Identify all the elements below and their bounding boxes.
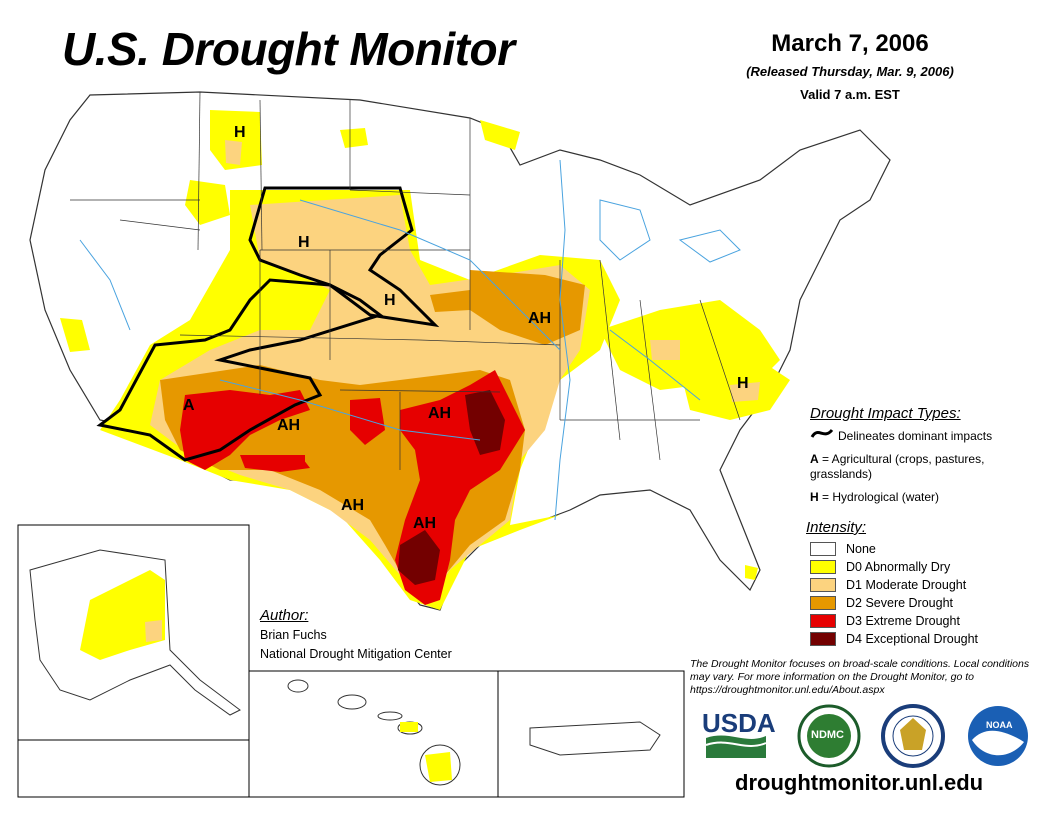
author-title: Author: (260, 607, 309, 624)
label-h-nebraska: H (384, 292, 396, 309)
d0-idaho (185, 180, 230, 225)
ndmc-logo-text: NDMC (811, 729, 844, 741)
d2-ne (430, 290, 470, 312)
d1-ohio (650, 340, 680, 360)
intensity-label: D3 Extreme Drought (846, 614, 960, 628)
label-h-montana: H (234, 124, 246, 141)
intensity-swatch (810, 542, 836, 556)
intensity-label: D1 Moderate Drought (846, 578, 967, 592)
noaa-logo-text: NOAA (986, 720, 1013, 730)
usda-logo-text: USDA (702, 708, 776, 738)
puertorico-shape (529, 721, 661, 756)
intensity-label: None (846, 542, 876, 556)
impact-line-south (96, 278, 384, 462)
d1-carolina (730, 382, 760, 402)
intensity-row: D0 Abnormally Dry (810, 560, 950, 574)
impact-types-title: Drought Impact Types: (810, 405, 961, 422)
intensity-swatch (810, 578, 836, 592)
alaska-inset (17, 524, 250, 798)
impact-line-desc: Delineates dominant impacts (838, 429, 993, 443)
label-h-wyoming: H (298, 234, 310, 251)
hawaii-d0 (425, 752, 452, 782)
label-ah-oklahoma: AH (428, 405, 452, 422)
page-title: U.S. Drought Monitor (62, 23, 515, 75)
intensity-row: D2 Severe Drought (810, 596, 953, 610)
intensity-swatch (810, 560, 836, 574)
impact-h-desc: H = Hydrological (water) (810, 490, 939, 504)
intensity-label: D4 Exceptional Drought (846, 632, 979, 646)
intensity-swatch (810, 614, 836, 628)
impact-h-key: H (810, 490, 819, 504)
label-ah-westtexas: AH (341, 497, 365, 514)
alaska-d0 (80, 570, 165, 660)
impact-a-text: = Agricultural (crops, pastures, grassla… (810, 452, 985, 481)
d3-southwest (180, 390, 310, 470)
alaska-d1 (145, 620, 162, 642)
d1-montana (225, 140, 242, 165)
intensity-swatch (810, 632, 836, 646)
label-ah-southtexas: AH (413, 515, 437, 532)
d0-fl (745, 565, 758, 580)
intensity-label: D2 Severe Drought (846, 596, 954, 610)
author-org: National Drought Mitigation Center (260, 647, 452, 661)
impact-h-text: = Hydrological (water) (818, 490, 940, 504)
intensity-row: D4 Exceptional Drought (810, 632, 978, 646)
rivers (79, 159, 701, 521)
label-h-carolina: H (737, 375, 749, 392)
label-ah-newmexico: AH (277, 417, 301, 434)
d3-sw-strip (290, 455, 305, 468)
intensity-row: D3 Extreme Drought (810, 614, 960, 628)
d4-tx (398, 530, 440, 585)
intensity-row: None (810, 542, 876, 556)
intensity-title: Intensity: (806, 519, 867, 536)
released-date: (Released Thursday, Mar. 9, 2006) (746, 64, 954, 79)
label-a-arizona: A (183, 397, 195, 414)
impact-a-desc: A = Agricultural (crops, pastures, grass… (810, 452, 1030, 482)
state-lines (70, 91, 741, 470)
intensity-row: D1 Moderate Drought (810, 578, 966, 592)
d0-mn (480, 120, 520, 150)
d4-ok (465, 390, 505, 455)
intensity-swatch (810, 596, 836, 610)
intensity-label: D0 Abnormally Dry (846, 560, 951, 574)
valid-time: Valid 7 a.m. EST (800, 87, 900, 102)
impact-a-key: A (810, 452, 819, 466)
d0-montana (210, 110, 262, 170)
author-name: Brian Fuchs (260, 628, 327, 642)
website-url[interactable]: droughtmonitor.unl.edu (735, 770, 984, 795)
great-lakes (599, 199, 741, 263)
legend-impact-line (810, 428, 834, 438)
puertorico-inset (497, 670, 685, 798)
hawaii-d0b (400, 722, 418, 732)
hawaii-inset (248, 670, 499, 798)
label-ah-iowa: AH (528, 310, 552, 327)
usda-logo (705, 735, 767, 758)
d0-california (60, 318, 90, 352)
disclaimer-note: The Drought Monitor focuses on broad-sca… (690, 658, 1030, 696)
map-date: March 7, 2006 (771, 30, 929, 57)
d0-nd (340, 128, 368, 148)
d3-nm-east (350, 398, 385, 445)
